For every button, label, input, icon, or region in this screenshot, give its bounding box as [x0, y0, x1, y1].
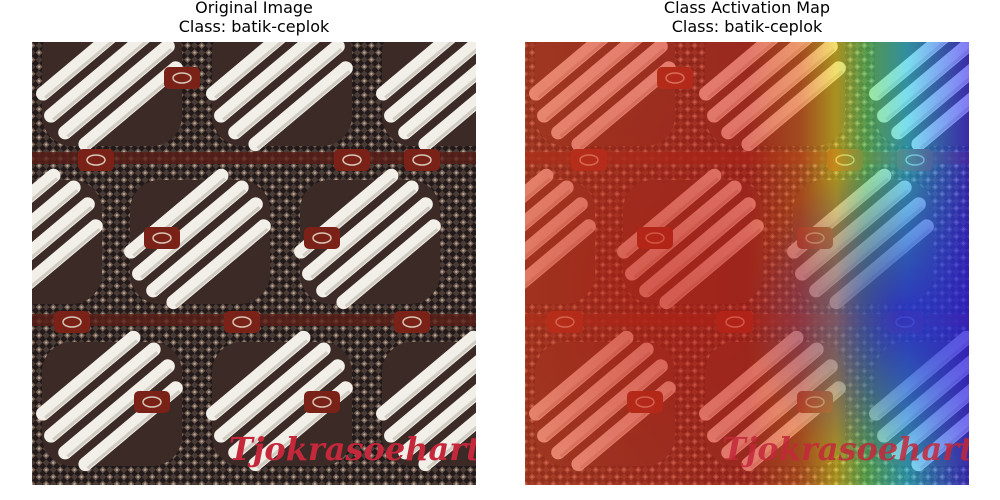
watermark-text: Tjokrasoeharto — [229, 430, 476, 468]
panel-class-label: Class: batik-ceplok — [671, 17, 823, 36]
original-batik-image: Tjokrasoeharto — [32, 42, 476, 485]
watermark-text: Tjokrasoeharto — [722, 430, 969, 468]
panel-title: Original Image — [195, 0, 313, 17]
panel-title: Class Activation Map — [663, 0, 831, 17]
activation-map-image: Tjokrasoeharto — [525, 42, 969, 485]
panel-class-label: Class: batik-ceplok — [178, 17, 330, 36]
